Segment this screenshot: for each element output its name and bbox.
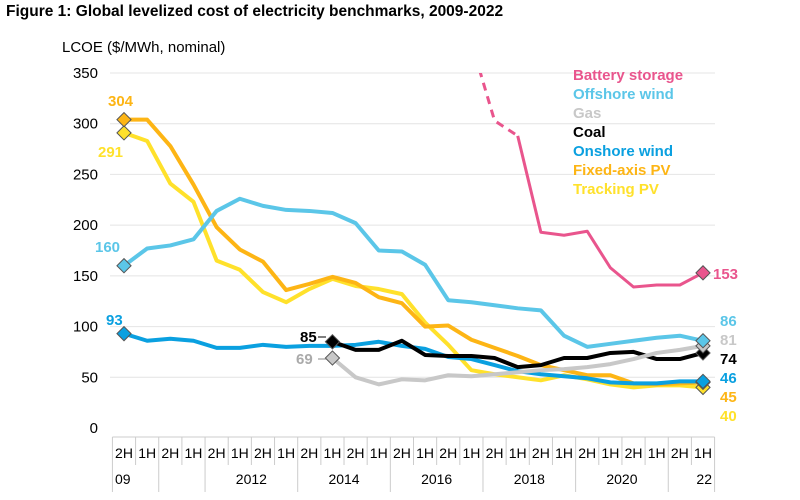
legend-entry: Gas: [573, 105, 601, 122]
start-marker-gas: [324, 350, 341, 366]
start-label-offshore: 160: [95, 239, 120, 256]
end-label: 46: [720, 370, 737, 387]
y-tick-label: 0: [90, 420, 98, 437]
x-year-label: 2020: [606, 471, 637, 487]
y-tick-label: 50: [81, 369, 98, 386]
end-label-battery: 153: [713, 266, 738, 283]
x-tick-label: 2H: [347, 445, 365, 461]
chart-title: Figure 1: Global levelized cost of elect…: [6, 3, 504, 20]
start-label-tracking-pv: 291: [98, 144, 123, 161]
series-line-battery-storage: [516, 135, 704, 289]
start-marker-coal: [324, 334, 341, 350]
x-tick-label: 1H: [138, 445, 156, 461]
series-line-fixed-axis-pv: [124, 117, 704, 387]
x-year-label: 09: [115, 471, 131, 487]
end-label: 45: [720, 389, 737, 406]
y-tick-label: 350: [73, 65, 98, 82]
x-tick-label: 2H: [439, 445, 457, 461]
x-tick-label: 1H: [601, 445, 619, 461]
x-tick-label: 2H: [254, 445, 272, 461]
x-tick-label: 1H: [462, 445, 480, 461]
x-tick-label: 2H: [208, 445, 226, 461]
x-tick-label: 1H: [323, 445, 341, 461]
x-tick-label: 2H: [115, 445, 133, 461]
start-label-gas: 69: [296, 351, 313, 368]
x-year-label: 22: [696, 471, 712, 487]
x-tick-label: 1H: [694, 445, 712, 461]
legend-entry: Tracking PV: [573, 181, 659, 198]
x-tick-label: 1H: [185, 445, 203, 461]
x-tick-label: 1H: [416, 445, 434, 461]
legend-entry: Onshore wind: [573, 143, 673, 160]
y-tick-label: 200: [73, 217, 98, 234]
end-label: 81: [720, 332, 737, 349]
start-marker-onshore-wind: [116, 325, 132, 342]
y-axis-title: LCOE ($/MWh, nominal): [62, 39, 225, 56]
y-tick-label: 150: [73, 268, 98, 285]
start-label-onshore: 93: [106, 312, 123, 329]
x-tick-label: 2H: [486, 445, 504, 461]
x-tick-label: 2H: [161, 445, 179, 461]
end-label: 86: [720, 313, 737, 330]
x-tick-label: 1H: [648, 445, 666, 461]
y-tick-label: 250: [73, 166, 98, 183]
x-tick-label: 2H: [532, 445, 550, 461]
start-label-fixed-pv: 304: [108, 93, 134, 110]
series-group: [122, 73, 704, 390]
start-marker-tracking-pv: [116, 125, 132, 141]
legend-entry: Battery storage: [573, 67, 683, 84]
x-tick-label: 2H: [578, 445, 596, 461]
x-tick-label: 2H: [625, 445, 643, 461]
end-marker-battery-storage: [695, 265, 711, 281]
x-tick-label: 1H: [509, 445, 527, 461]
x-tick-label: 2H: [300, 445, 318, 461]
legend-entry: Fixed-axis PV: [573, 162, 671, 179]
x-year-label: 2012: [236, 471, 267, 487]
x-tick-label: 1H: [277, 445, 295, 461]
start-marker-offshore-wind: [116, 257, 132, 274]
x-tick-label: 1H: [231, 445, 249, 461]
series-line-gas: [331, 343, 704, 387]
series-line-offshore-wind: [122, 196, 704, 349]
x-year-label: 2016: [421, 471, 452, 487]
x-year-label: 2018: [514, 471, 545, 487]
x-tick-label: 2H: [671, 445, 689, 461]
end-label: 74: [720, 351, 737, 368]
y-tick-label: 300: [73, 116, 98, 133]
x-tick-label: 1H: [555, 445, 573, 461]
start-marker-fixed-axis-pv: [116, 111, 132, 128]
legend-entry: Coal: [573, 124, 606, 141]
end-marker-offshore-wind: [695, 332, 711, 349]
series-line-coal: [331, 338, 704, 370]
x-tick-label: 1H: [370, 445, 388, 461]
y-tick-label: 100: [73, 319, 98, 336]
series-line-battery-storage-dashed: [478, 73, 519, 138]
x-year-label: 2014: [328, 471, 359, 487]
end-label: 40: [720, 408, 737, 425]
legend-entry: Offshore wind: [573, 86, 674, 103]
end-marker-onshore-wind: [695, 373, 711, 390]
x-tick-label: 2H: [393, 445, 411, 461]
start-label-coal: 85: [300, 329, 317, 346]
